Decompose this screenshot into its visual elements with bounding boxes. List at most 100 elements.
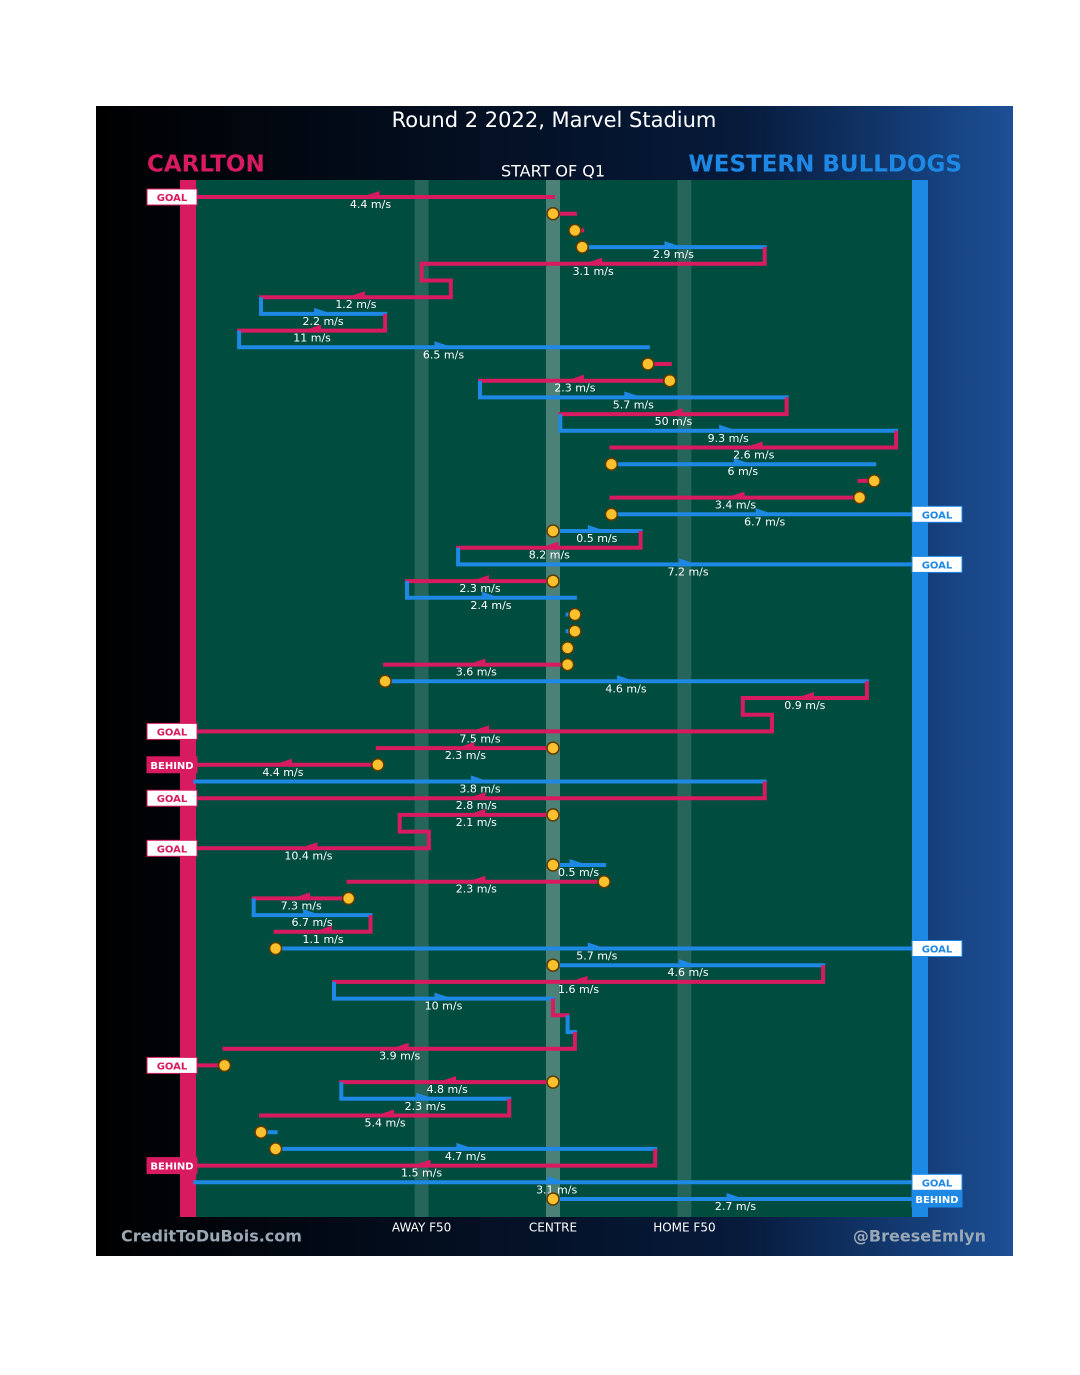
result-tag	[146, 756, 198, 774]
home-team: WESTERN BULLDOGS	[688, 152, 962, 178]
arrow	[376, 1109, 395, 1116]
stoppage	[546, 1192, 560, 1206]
stoppage	[663, 373, 677, 388]
arrow	[565, 374, 584, 381]
stoppage	[371, 758, 385, 772]
speed-label: 0.5 m/s	[558, 866, 599, 879]
speed-label: 2.8 m/s	[456, 799, 497, 812]
arrow	[664, 241, 683, 248]
speed-label: 7.3 m/s	[281, 899, 322, 912]
arrow	[438, 1076, 457, 1083]
arrow	[467, 808, 486, 815]
speed-label: 3.9 m/s	[379, 1050, 420, 1063]
arrow	[587, 942, 606, 949]
speed-label: 1.2 m/s	[335, 298, 376, 311]
speed-label: 2.3 m/s	[445, 749, 486, 762]
arrow	[587, 525, 606, 531]
arrow	[303, 909, 322, 916]
speed-label: 8.2 m/s	[529, 549, 570, 562]
result-label: GOAL	[922, 945, 953, 956]
speed-label: 2.9 m/s	[653, 248, 694, 261]
stoppage	[604, 507, 619, 522]
arrow	[733, 458, 752, 465]
zone-label: HOME F50	[653, 1221, 715, 1235]
stoppage	[597, 874, 611, 889]
stoppage	[546, 1075, 560, 1089]
speed-label: 3.4 m/s	[715, 499, 756, 512]
speed-label: 5.7 m/s	[576, 950, 617, 963]
arrow	[726, 1193, 745, 1199]
arrow	[471, 725, 489, 732]
speed-label: 2.6 m/s	[733, 449, 774, 462]
result-tag	[146, 789, 198, 807]
stoppage	[217, 1058, 232, 1073]
stoppage	[568, 624, 582, 638]
arrow	[547, 1176, 566, 1183]
arrow	[299, 842, 318, 849]
result-tag	[911, 1190, 963, 1208]
arrow	[795, 692, 814, 698]
stoppage	[341, 891, 356, 906]
speed-label: 2.3 m/s	[554, 382, 595, 395]
arrow	[584, 257, 603, 264]
speed-label: 1.6 m/s	[558, 983, 599, 996]
result-label: GOAL	[922, 510, 953, 521]
arrow	[664, 408, 683, 415]
speed-label: 2.4 m/s	[470, 599, 511, 612]
arrow	[540, 541, 559, 548]
arrow	[726, 491, 745, 498]
zone-band	[414, 180, 429, 1217]
stoppage	[378, 674, 392, 689]
arrow	[569, 859, 588, 865]
speed-label: 2.7 m/s	[715, 1200, 756, 1213]
away-goal-bar	[180, 180, 196, 1217]
stoppage	[546, 741, 560, 755]
stoppage	[867, 474, 881, 488]
result-tag	[146, 722, 198, 740]
period: START OF Q1	[501, 162, 605, 181]
arrow	[416, 1092, 435, 1099]
result-label: GOAL	[157, 844, 188, 855]
moves: AWAY F50 CENTRE HOME F50 4.4 m/s GOAL 2.9 m/s…	[146, 180, 963, 1235]
result-tag	[911, 1173, 963, 1191]
result-label: BEHIND	[150, 761, 193, 772]
result-label: GOAL	[157, 193, 188, 204]
move-overlays: 4.4 m/s GOAL 2.9 m/s 3.1 m/s 1.2 m/s 2.2 m/s 1…	[146, 188, 963, 1213]
arrow	[481, 591, 500, 598]
stoppage	[546, 206, 560, 221]
speed-label: 11 m/s	[293, 332, 331, 345]
arrow	[679, 959, 698, 966]
result-label: BEHIND	[915, 1195, 958, 1206]
stoppage	[560, 657, 575, 672]
credit-right: @BreeseEmlyn	[853, 1227, 986, 1246]
speed-label: 1.1 m/s	[302, 933, 343, 946]
arrow	[361, 191, 380, 197]
result-label: GOAL	[157, 727, 188, 738]
stoppage	[546, 858, 560, 872]
arrow	[314, 307, 333, 314]
result-tag	[146, 188, 198, 206]
arrow	[471, 775, 489, 782]
arrow	[273, 758, 292, 765]
arrow	[467, 792, 486, 799]
speed-label: 6.7 m/s	[744, 515, 785, 528]
speed-label: 10 m/s	[425, 1000, 463, 1013]
speed-label: 4.4 m/s	[262, 766, 303, 779]
result-label: GOAL	[157, 1061, 188, 1072]
result-tag	[146, 1056, 198, 1074]
stoppage	[560, 641, 575, 655]
speed-label: 2.3 m/s	[456, 883, 497, 896]
speed-label: 1.5 m/s	[401, 1167, 442, 1180]
arrow	[569, 975, 588, 982]
arrow	[346, 291, 365, 298]
speed-label: 2.1 m/s	[456, 816, 497, 829]
zone-label: CENTRE	[529, 1221, 577, 1235]
arrow	[624, 391, 643, 398]
result-tag	[911, 555, 963, 573]
arrow	[456, 1142, 475, 1149]
result-label: GOAL	[922, 1178, 953, 1189]
speed-label: 2.3 m/s	[459, 582, 500, 595]
result-label: GOAL	[157, 794, 188, 805]
stoppage	[268, 1142, 283, 1156]
speed-label: 0.5 m/s	[576, 532, 617, 545]
